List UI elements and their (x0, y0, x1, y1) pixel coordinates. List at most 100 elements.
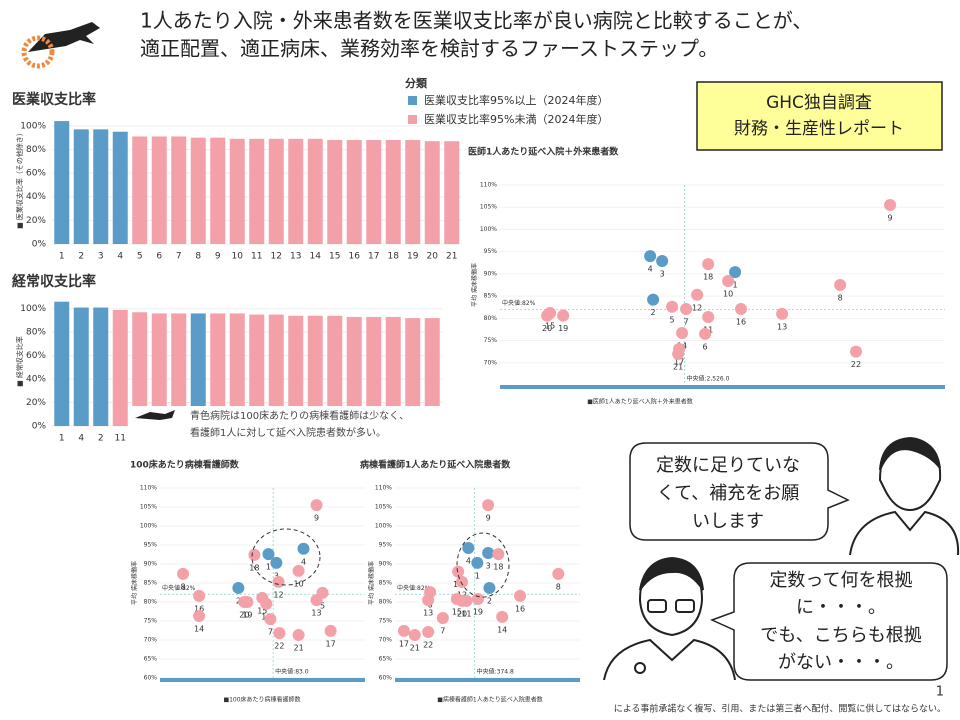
chart-title: 医師1人あたり延べ入院＋外来患者数 (468, 146, 619, 158)
bar (151, 136, 167, 244)
bar (424, 141, 440, 244)
point-label: 21 (293, 644, 303, 653)
y-tick-label: 70% (144, 637, 158, 644)
bar (405, 318, 421, 426)
y-axis-label: 平均 病床稼働率 (471, 263, 479, 307)
point-label: 6 (703, 342, 708, 351)
x-tick-label: 1 (59, 252, 65, 262)
note-line: 青色病院は100床あたりの病棟看護師は少なく、 (190, 409, 409, 422)
x-tick-label: 5 (137, 252, 143, 262)
y-tick-label: 70% (379, 637, 393, 644)
point-label: 14 (497, 625, 507, 634)
y-tick-label: 85% (484, 293, 498, 300)
bar (73, 129, 89, 244)
y-tick-label: 90% (144, 561, 158, 568)
x-axis-label: ■医師1人あたり延べ入院＋外来患者数 (587, 398, 693, 406)
bar (366, 316, 382, 426)
bar (346, 140, 362, 244)
bar (112, 309, 128, 426)
y-tick-label: 110% (375, 485, 392, 492)
point-label: 11 (461, 609, 471, 618)
median-label: 中央値:82% (162, 584, 196, 592)
point (262, 548, 275, 561)
point (260, 597, 273, 610)
title-line: 適正配置、適正病床、業務効率を検討するファーストステップ。 (140, 37, 718, 61)
legend-title: 分類 (405, 76, 428, 90)
point-label: 12 (692, 303, 702, 312)
point-label: 16 (736, 318, 746, 327)
bar (132, 312, 148, 426)
point (557, 309, 570, 322)
point-label: 20 (457, 609, 467, 618)
y-tick-label: 100% (480, 226, 497, 233)
x-tick-label: 3 (98, 252, 104, 262)
bar (385, 140, 401, 244)
point (264, 613, 277, 626)
bubble-line: 定数に足りていな (656, 455, 800, 476)
point-label: 21 (673, 362, 683, 371)
point (482, 546, 495, 559)
y-tick-label: 95% (484, 248, 498, 255)
y-tick-label: 65% (379, 656, 393, 663)
point (702, 311, 715, 323)
point (310, 594, 323, 607)
x-axis-label: ■100床あたり病棟看護師数 (223, 696, 300, 704)
x-tick-label: 9 (215, 252, 221, 262)
point (729, 266, 742, 279)
point-label: 2 (487, 596, 492, 605)
bar (444, 141, 460, 244)
point (408, 629, 421, 642)
bubble-line: 定数って何を根拠 (769, 570, 912, 591)
median-label: 中央値:374.8 (477, 668, 514, 676)
point-label: 9 (888, 214, 893, 223)
point-label: 10 (723, 290, 733, 299)
point (552, 567, 565, 580)
point-label: 17 (399, 639, 409, 648)
point-label: 3 (274, 571, 279, 580)
bar (268, 314, 284, 426)
x-tick-label: 14 (310, 252, 322, 262)
x-tick-label: 6 (156, 252, 162, 262)
point-label: 3 (660, 270, 665, 279)
title-line: 1人あたり入院・外来患者数を医業収支比率が良い病院と比較することが、 (140, 9, 812, 33)
y-tick-label: 90% (379, 561, 393, 568)
point-label: 1 (266, 563, 271, 572)
point (644, 250, 657, 263)
point (455, 575, 468, 588)
bar (307, 138, 323, 244)
bar (268, 138, 284, 244)
x-tick-label: 4 (117, 252, 123, 262)
bar (132, 136, 148, 244)
y-tick-label: 20% (26, 398, 46, 408)
bar (73, 307, 89, 426)
point (680, 303, 693, 315)
point (422, 594, 435, 607)
y-tick-label: 0% (32, 240, 47, 250)
x-tick-label: 10 (232, 252, 244, 262)
point (193, 610, 206, 623)
y-tick-label: 75% (144, 618, 158, 625)
point (297, 542, 310, 555)
median-label: 中央値:82% (502, 299, 536, 307)
point-label: 18 (703, 273, 713, 282)
point (691, 288, 704, 301)
bubble-line: がない・・・。 (778, 652, 904, 673)
point-label: 21 (410, 644, 420, 653)
y-tick-label: 20% (26, 216, 46, 226)
bar (93, 307, 109, 426)
y-tick-label: 40% (26, 192, 46, 202)
point-label: 2 (651, 308, 656, 317)
x-tick-label: 8 (195, 252, 201, 262)
y-tick-label: 80% (26, 145, 46, 155)
point (324, 624, 337, 637)
x-tick-label: 11 (115, 434, 126, 444)
y-tick-label: 80% (26, 328, 46, 338)
bubble-line: いします (692, 511, 764, 532)
bar (171, 313, 187, 426)
bar (327, 315, 343, 426)
point-label: 22 (274, 642, 284, 651)
y-tick-label: 85% (144, 580, 158, 587)
x-axis-bar (500, 385, 945, 389)
y-tick-label: 85% (379, 580, 393, 587)
x-tick-label: 11 (251, 252, 262, 262)
